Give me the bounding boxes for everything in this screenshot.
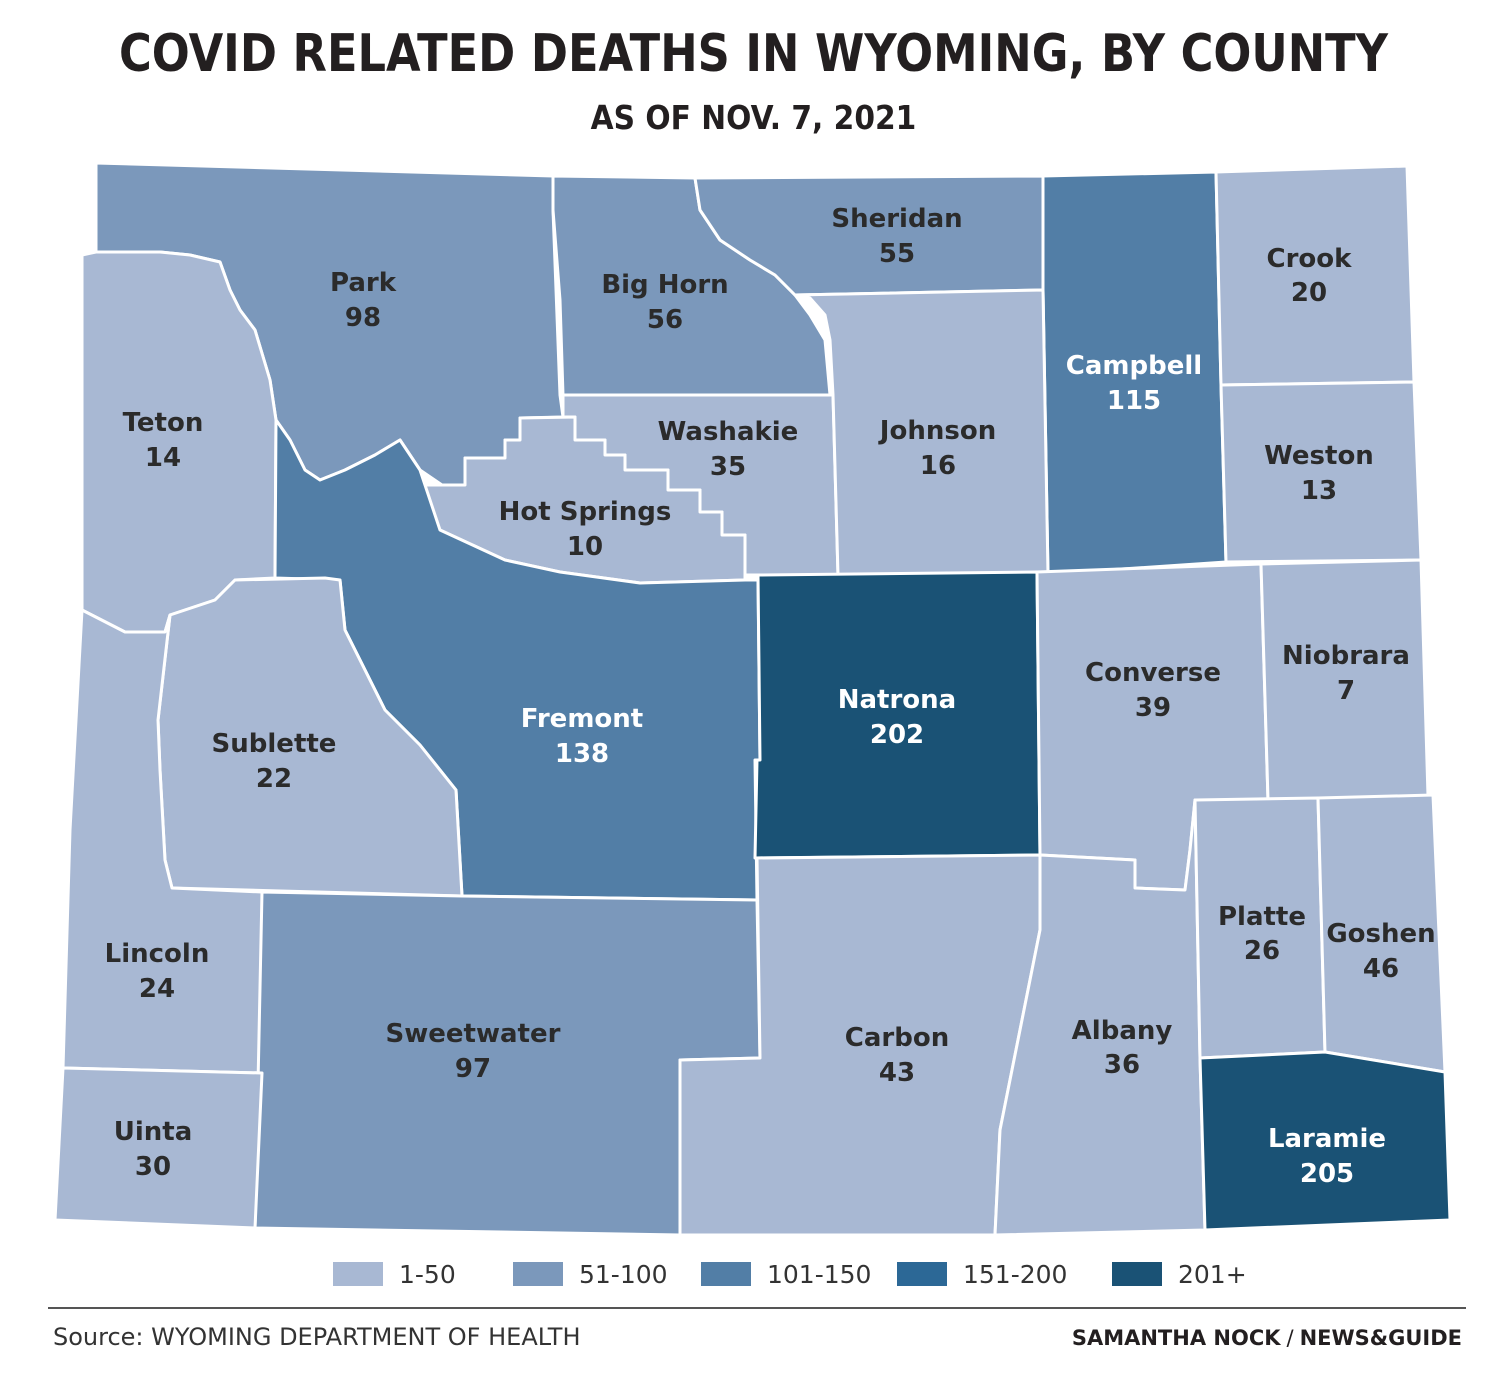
county-label-albany: Albany [1072,1016,1173,1046]
county-label-laramie: Laramie [1268,1124,1386,1154]
byline-organization: NEWS&GUIDE [1299,1326,1462,1350]
county-label-big-horn: Big Horn [601,270,728,300]
county-label-park: Park [330,268,397,298]
legend-item-51-100: 51-100 [513,1258,668,1290]
county-label-lincoln: Lincoln [105,939,210,969]
byline: SAMANTHA NOCK / NEWS&GUIDE [1072,1326,1462,1350]
county-value-sweetwater: 97 [455,1054,491,1084]
map-subtitle: AS OF NOV. 7, 2021 [590,98,917,137]
legend-label: 201+ [1178,1259,1247,1289]
county-label-sweetwater: Sweetwater [386,1019,561,1049]
county-label-campbell: Campbell [1066,351,1202,381]
legend-label: 1-50 [399,1259,456,1289]
county-label-teton: Teton [123,408,204,438]
footer-divider [48,1307,1466,1309]
county-value-weston: 13 [1301,476,1337,506]
legend-item-1-50: 1-50 [333,1258,456,1290]
county-value-campbell: 115 [1107,386,1161,416]
county-natrona [753,570,1042,860]
legend-swatch [513,1262,563,1286]
county-label-sublette: Sublette [212,729,337,759]
county-value-goshen: 46 [1363,954,1399,984]
legend-swatch [1112,1262,1162,1286]
county-value-sheridan: 55 [879,239,915,269]
county-label-crook: Crook [1267,244,1353,274]
county-value-converse: 39 [1135,693,1171,723]
county-uinta [53,1066,264,1230]
county-value-albany: 36 [1104,1050,1140,1080]
legend-swatch [333,1262,383,1286]
county-label-uinta: Uinta [114,1117,193,1147]
legend-item-101-150: 101-150 [701,1258,871,1290]
byline-author: SAMANTHA NOCK [1071,1326,1281,1350]
county-label-fremont: Fremont [521,704,643,734]
county-value-washakie: 35 [710,452,746,482]
county-label-carbon: Carbon [845,1023,949,1053]
county-label-niobrara: Niobrara [1282,641,1410,671]
county-label-weston: Weston [1264,441,1374,471]
county-label-natrona: Natrona [838,685,956,715]
source-credit: Source: WYOMING DEPARTMENT OF HEALTH [53,1323,581,1351]
county-weston [1219,380,1423,564]
byline-separator: / [1286,1326,1294,1350]
county-value-fremont: 138 [555,739,609,769]
county-value-teton: 14 [145,443,181,473]
county-value-big-horn: 56 [647,305,683,335]
county-label-sheridan: Sheridan [831,204,962,234]
county-label-johnson: Johnson [878,416,996,446]
county-value-uinta: 30 [135,1152,171,1182]
county-value-lincoln: 24 [139,974,175,1004]
legend-item-201-plus: 201+ [1112,1258,1247,1290]
county-label-platte: Platte [1218,902,1306,932]
legend-swatch [897,1262,947,1286]
county-value-niobrara: 7 [1337,676,1355,706]
county-value-johnson: 16 [920,451,956,481]
county-value-sublette: 22 [256,764,292,794]
county-laramie [1198,1050,1452,1232]
county-crook [1214,164,1416,387]
county-label-hot-springs: Hot Springs [499,497,672,527]
county-value-natrona: 202 [870,720,924,750]
county-label-goshen: Goshen [1326,919,1435,949]
map-title: COVID RELATED DEATHS IN WYOMING, BY COUN… [118,24,1389,84]
county-value-park: 98 [345,303,381,333]
county-value-carbon: 43 [879,1058,915,1088]
county-value-crook: 20 [1291,278,1327,308]
county-value-laramie: 205 [1300,1159,1354,1189]
legend-label: 51-100 [579,1259,668,1289]
county-value-hot-springs: 10 [567,532,603,562]
legend: 1-50 51-100 101-150 151-200 201+ [0,1258,1507,1290]
legend-label: 151-200 [963,1259,1068,1289]
legend-label: 101-150 [767,1259,872,1289]
county-johnson [793,288,1050,577]
county-value-platte: 26 [1244,936,1280,966]
legend-item-151-200: 151-200 [897,1258,1067,1290]
county-label-washakie: Washakie [658,417,799,447]
legend-swatch [701,1262,751,1286]
county-label-converse: Converse [1085,658,1221,688]
